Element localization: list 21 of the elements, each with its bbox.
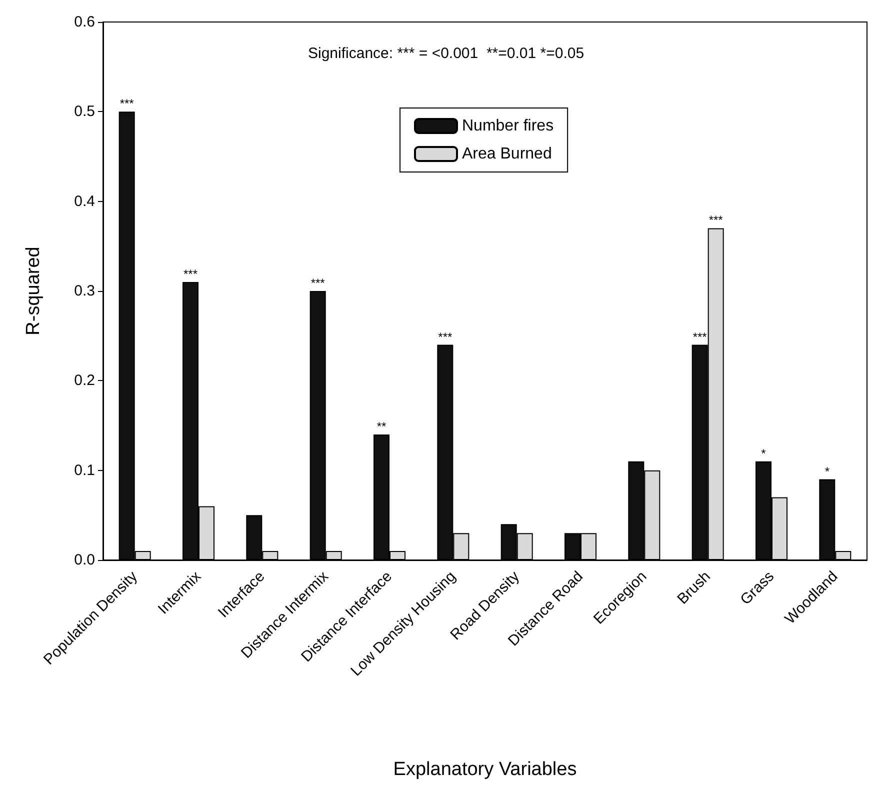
y-tick-label: 0.2 [74,372,95,390]
y-tick-label: 0.5 [74,103,95,120]
legend-label: Area Burned [462,146,552,162]
annotation: *** [438,330,452,344]
annotation: ** [376,419,386,434]
annotation: *** [120,96,134,111]
y-tick-label: 0.6 [74,14,95,30]
annotation: *** [183,267,198,282]
y-tick-label: 0.0 [74,552,95,568]
annotation: * [761,446,766,460]
annotation: *** [708,213,724,228]
x-axis-title: Explanatory Variables [393,759,577,780]
y-tick-label: 0.4 [74,192,95,210]
annotation: Significance: *** = <0.001 **=0.01 *=0.05 [308,45,584,62]
legend-label: Number fires [462,118,554,134]
annotation: *** [692,330,708,344]
y-tick-label: 0.3 [74,282,95,300]
y-tick-label: 0.1 [74,462,95,479]
y-axis-title: R-squared [23,246,44,336]
annotation: * [824,464,830,478]
annotation: *** [310,276,326,290]
